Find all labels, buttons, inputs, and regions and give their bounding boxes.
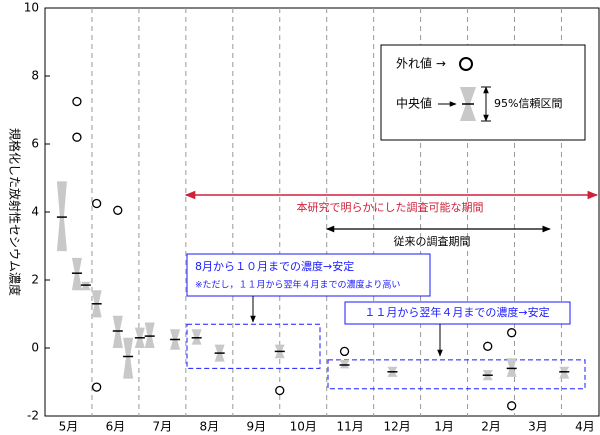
ci-box (339, 359, 350, 369)
outlier (91, 382, 102, 392)
x-tick-label: 6月 (106, 420, 126, 434)
annotation: 従来の調査期間 (394, 234, 471, 248)
x-tick-label: 10月 (290, 420, 317, 434)
annotation-box (344, 301, 571, 325)
x-tick-label: 11月 (337, 420, 364, 434)
x-tick-label: 1月 (434, 420, 454, 434)
outlier (483, 341, 493, 351)
highlight (186, 323, 321, 369)
outlier (275, 385, 285, 396)
outlier (507, 328, 517, 338)
y-tick-label: 10 (24, 1, 39, 15)
y-tick-label: 6 (31, 137, 39, 151)
outlier (507, 401, 517, 411)
ci-box (71, 257, 82, 291)
outlier (91, 198, 102, 209)
ci-box (506, 358, 517, 377)
y-axis-label: 規格化した放射性セシウム濃度 (8, 128, 23, 296)
y-tick-label: 2 (31, 273, 39, 287)
annotation: ※ただし，１１月から翌年４月までの濃度より高い (195, 279, 400, 291)
legend-label: 95%信頼区間 (494, 97, 562, 110)
annotation: １１月から翌年４月までの濃度→安定 (364, 305, 549, 319)
legend-outlier (459, 57, 473, 71)
legend (380, 44, 586, 141)
x-tick-label: 5月 (59, 420, 79, 434)
outlier (113, 205, 123, 215)
ci-box (56, 181, 67, 252)
annotation: 8月から１０月までの濃度→安定 (195, 259, 354, 273)
outlier (72, 96, 82, 107)
highlight (327, 359, 586, 390)
ci-box (123, 337, 134, 379)
x-tick-label: 2月 (481, 420, 501, 434)
outlier (72, 132, 82, 142)
x-tick-label: 8月 (200, 420, 220, 434)
ci-box (559, 366, 570, 379)
annotation-box (186, 253, 431, 297)
x-tick-label: 9月 (246, 420, 266, 434)
legend-label: 中央値 (396, 96, 432, 111)
legend-label: 外れ値 → (396, 56, 446, 71)
x-tick-label: 3月 (528, 420, 548, 434)
y-tick-label: 4 (31, 205, 39, 219)
ci-box (144, 322, 155, 348)
x-tick-label: 7月 (153, 420, 173, 434)
y-tick-label: 8 (31, 69, 39, 83)
x-tick-label: 12月 (383, 420, 410, 434)
y-tick-label: -2 (27, 409, 39, 423)
annotation: 本研究で明らかにした調査可能な期間 (297, 200, 484, 214)
outlier (339, 346, 350, 357)
ci-box (80, 281, 91, 291)
ci-box (191, 329, 202, 345)
ci-box (112, 315, 123, 348)
y-tick-label: 0 (31, 341, 39, 355)
x-tick-label: 4月 (575, 420, 595, 434)
